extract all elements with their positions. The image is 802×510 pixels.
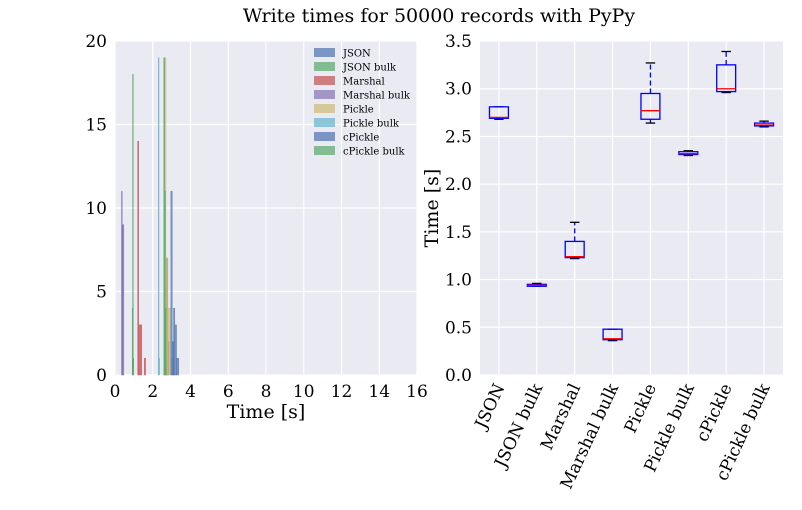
histogram-x-tick-label: 16 xyxy=(406,382,428,402)
histogram-panel: 0 2 4 6 8 10 12 14 16 0 5 10 15 20 Time [s] JSON JSON … xyxy=(85,32,427,423)
boxplot-y-tick-label: 2.0 xyxy=(445,175,472,195)
histogram-y-tick-label: 10 xyxy=(85,199,107,219)
histogram-x-axis-label: Time [s] xyxy=(227,401,306,423)
boxplot-box-group xyxy=(488,106,510,120)
histogram-bar xyxy=(165,257,169,376)
histogram-bar xyxy=(132,74,134,376)
histogram-bar xyxy=(165,308,167,376)
histogram-y-tick-label: 15 xyxy=(85,116,107,136)
histogram-bar xyxy=(132,358,134,376)
legend-swatch xyxy=(314,132,335,141)
histogram-y-tick-label: 0 xyxy=(96,366,107,386)
histogram-bar xyxy=(167,308,171,376)
boxplot-y-axis-label: Time [s] xyxy=(421,169,443,248)
histogram-bar xyxy=(170,191,173,376)
legend-swatch xyxy=(314,48,335,57)
boxplot-box-group xyxy=(678,150,699,157)
legend-label: Pickle bulk xyxy=(343,119,400,130)
histogram-x-tick-label: 2 xyxy=(147,382,158,402)
histogram-bars xyxy=(121,57,179,376)
boxplot-y-tick-label: 0.5 xyxy=(445,318,472,338)
histogram-bar xyxy=(144,358,146,376)
boxplot-y-tick-label: 1.0 xyxy=(445,271,472,291)
histogram-legend: JSON JSON bulk Marshal Marshal bulk Pickle Pi… xyxy=(314,48,411,158)
legend-swatch xyxy=(314,104,335,113)
histogram-x-tick-label: 6 xyxy=(223,382,234,402)
legend-label: Marshal xyxy=(343,77,385,88)
legend-label: Marshal bulk xyxy=(343,91,411,102)
boxplot-box-group xyxy=(640,62,661,124)
histogram-x-tick-label: 10 xyxy=(293,382,315,402)
boxplot-y-tick-label: 1.5 xyxy=(445,223,472,243)
boxplot-x-tick-label: JSON xyxy=(471,381,510,434)
legend-label: JSON xyxy=(342,49,371,60)
boxplot-box-group xyxy=(602,328,623,342)
legend-label: Pickle xyxy=(343,105,374,116)
legend-label: cPickle xyxy=(343,133,379,144)
boxplot-box xyxy=(488,106,510,119)
legend-swatch xyxy=(314,90,335,99)
boxplot-y-tick-label: 3.5 xyxy=(445,32,472,52)
histogram-y-tick-label: 5 xyxy=(96,283,107,303)
histogram-x-tick-label: 8 xyxy=(261,382,272,402)
histogram-bar xyxy=(139,324,143,376)
boxplot-box-group xyxy=(564,221,585,260)
boxplot-y-tick-label: 2.5 xyxy=(445,127,472,147)
boxplot-y-tick-label: 0.0 xyxy=(445,366,472,386)
boxplot-box xyxy=(602,328,623,341)
boxplot-box-group xyxy=(753,120,775,128)
boxplot-box xyxy=(564,240,585,259)
legend-swatch xyxy=(314,146,335,155)
figure-title: Write times for 50000 records with PyPy xyxy=(243,5,636,27)
histogram-x-tick-label: 12 xyxy=(331,382,353,402)
legend-swatch xyxy=(314,62,335,71)
histogram-tick-labels: 0 2 4 6 8 10 12 14 16 0 5 10 15 20 xyxy=(85,32,427,402)
histogram-grid xyxy=(114,40,418,376)
boxplot-y-tick-label: 3.0 xyxy=(445,80,472,100)
histogram-x-tick-label: 4 xyxy=(185,382,196,402)
histogram-y-tick-label: 20 xyxy=(85,32,107,52)
boxplot-box xyxy=(640,92,661,120)
legend-label: JSON bulk xyxy=(342,63,397,74)
histogram-bar xyxy=(122,224,125,376)
histogram-x-tick-label: 14 xyxy=(368,382,390,402)
histogram-bar xyxy=(174,324,177,376)
boxplot-grid xyxy=(480,40,783,376)
histogram-bar xyxy=(176,358,179,376)
histogram-x-tick-label: 0 xyxy=(110,382,121,402)
histogram-bar xyxy=(158,358,160,376)
boxplot-boxes xyxy=(488,50,775,342)
histogram-bar xyxy=(158,57,160,376)
legend-swatch xyxy=(314,118,335,127)
legend-label: cPickle bulk xyxy=(343,147,406,158)
boxplot-x-tick-label: Pickle xyxy=(621,381,661,437)
histogram-bar xyxy=(137,140,139,376)
boxplot-box-group xyxy=(526,282,547,287)
boxplot-box-group xyxy=(716,50,737,94)
boxplot-plot-area xyxy=(480,41,783,375)
legend-swatch xyxy=(314,76,335,85)
boxplot-box xyxy=(716,64,737,93)
